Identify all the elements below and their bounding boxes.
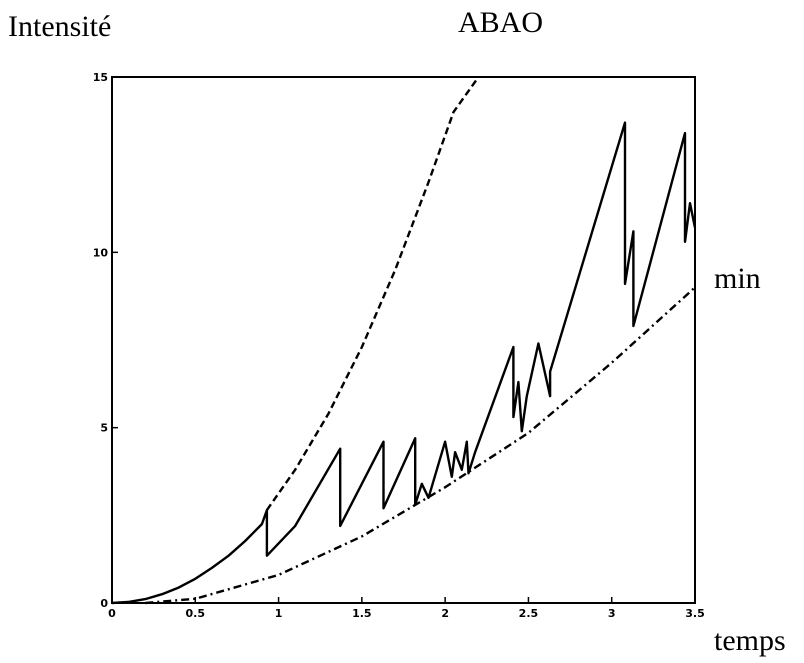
min-dashdot-curve [145,286,696,605]
y-tick-label: 15 [93,71,108,84]
y-axis-label: Intensité [8,10,112,43]
plot-frame [111,76,696,604]
x-tick-label: 2 [441,607,449,620]
sawtooth-intensity-line [111,121,697,605]
x-tick-label: 0.5 [186,607,206,620]
x-tick-label: 2.5 [519,607,539,620]
x-axis-label: temps [714,624,786,657]
dashed-upper-curve [265,76,480,511]
x-tick-label: 3.5 [685,607,705,620]
min-curve-label: min [714,262,761,295]
x-tick-label: 1 [275,607,283,620]
x-tick-label: 1.5 [352,607,372,620]
y-tick-label: 5 [100,422,108,435]
x-tick-label: 3 [608,607,616,620]
x-tick-label: 0 [108,607,116,620]
y-tick-label: 10 [93,246,109,259]
chart-title: ABAO [458,6,544,39]
y-tick-label: 0 [100,597,108,610]
